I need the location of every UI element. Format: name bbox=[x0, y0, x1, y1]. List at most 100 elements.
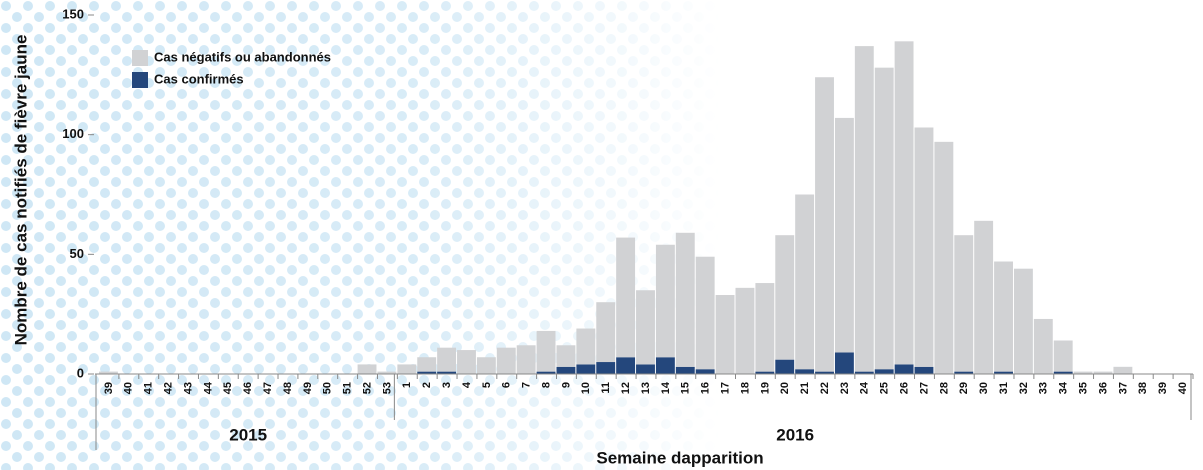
bar-segment bbox=[954, 371, 974, 374]
x-tick-label: 46 bbox=[242, 382, 254, 394]
bar-segment bbox=[417, 371, 437, 374]
bar-segment bbox=[1033, 318, 1053, 374]
bar-segment bbox=[536, 330, 556, 372]
bar-segment bbox=[695, 369, 715, 374]
bar-segment bbox=[954, 235, 974, 372]
bar-segment bbox=[636, 364, 655, 374]
y-tick-label: 150 bbox=[62, 6, 84, 21]
x-tick-label: 50 bbox=[322, 382, 334, 394]
bar-segment bbox=[675, 366, 695, 374]
bar-segment bbox=[854, 371, 874, 374]
bar-segment bbox=[715, 295, 735, 374]
x-tick-label: 15 bbox=[680, 382, 692, 394]
x-tick-label: 40 bbox=[123, 382, 135, 394]
x-tick-label: 14 bbox=[660, 381, 672, 394]
bar-segment bbox=[596, 362, 616, 374]
bar-segment bbox=[1093, 371, 1113, 374]
bar-segment bbox=[894, 364, 914, 374]
bar-segment bbox=[655, 357, 675, 374]
bar-segment bbox=[815, 371, 834, 374]
legend-swatch bbox=[132, 72, 148, 88]
bar-segment bbox=[914, 127, 934, 367]
x-tick-label: 45 bbox=[222, 382, 234, 394]
bar-segment bbox=[417, 357, 437, 372]
x-tick-label: 25 bbox=[879, 382, 891, 394]
x-tick-label: 20 bbox=[779, 382, 791, 394]
x-tick-label: 28 bbox=[938, 382, 950, 394]
x-tick-label: 18 bbox=[739, 382, 751, 394]
bar-segment bbox=[834, 117, 854, 353]
y-tick-label: 100 bbox=[62, 126, 84, 141]
bar-segment bbox=[377, 371, 397, 374]
x-tick-label: 13 bbox=[640, 382, 652, 394]
bar-segment bbox=[616, 357, 636, 374]
x-tick-label: 32 bbox=[1018, 382, 1030, 394]
bar-segment bbox=[775, 359, 795, 374]
legend-label: Cas négatifs ou abandonnés bbox=[154, 49, 331, 64]
group-label: 2016 bbox=[776, 425, 814, 444]
bar-segment bbox=[914, 366, 934, 374]
y-axis-title: Nombre de cas notifiés de fièvre jaune bbox=[11, 35, 30, 346]
bar-segment bbox=[99, 371, 118, 374]
bar-segment bbox=[397, 364, 417, 374]
x-tick-label: 9 bbox=[560, 382, 572, 388]
legend-label: Cas confirmés bbox=[154, 71, 244, 86]
bar-segment bbox=[437, 347, 457, 372]
x-tick-label: 26 bbox=[898, 382, 910, 394]
bar-segment bbox=[457, 350, 476, 374]
x-tick-label: 8 bbox=[540, 382, 552, 388]
bar-segment bbox=[755, 371, 775, 374]
x-tick-label: 24 bbox=[859, 381, 871, 394]
x-tick-label: 27 bbox=[918, 382, 930, 394]
bar-segment bbox=[576, 328, 596, 365]
x-tick-label: 48 bbox=[282, 382, 294, 394]
x-tick-label: 51 bbox=[342, 382, 354, 394]
x-tick-label: 2 bbox=[421, 382, 433, 388]
x-tick-label: 4 bbox=[461, 381, 473, 388]
bar-segment bbox=[994, 261, 1013, 372]
x-tick-label: 5 bbox=[481, 382, 493, 388]
x-tick-label: 34 bbox=[1058, 381, 1070, 394]
bar-segment bbox=[576, 364, 596, 374]
x-tick-label: 31 bbox=[998, 382, 1010, 394]
x-tick-label: 23 bbox=[839, 382, 851, 394]
bar-segment bbox=[854, 46, 874, 372]
x-tick-label: 12 bbox=[620, 382, 632, 394]
x-tick-label: 37 bbox=[1117, 382, 1129, 394]
bar-segment bbox=[1013, 268, 1033, 374]
bar-segment bbox=[476, 357, 496, 374]
bar-segment bbox=[755, 283, 775, 372]
bar-segment bbox=[695, 256, 715, 370]
x-tick-label: 35 bbox=[1078, 382, 1090, 394]
x-tick-label: 7 bbox=[521, 382, 533, 388]
bar-segment bbox=[894, 41, 914, 365]
bar-segment bbox=[815, 77, 834, 372]
bar-segment bbox=[357, 364, 377, 374]
x-tick-label: 33 bbox=[1038, 382, 1050, 394]
y-tick-label: 0 bbox=[77, 365, 84, 380]
x-axis-title: Semaine dapparition bbox=[596, 448, 763, 467]
x-tick-label: 38 bbox=[1137, 382, 1149, 394]
x-tick-label: 11 bbox=[600, 382, 612, 394]
x-tick-label: 39 bbox=[1157, 382, 1169, 394]
x-tick-label: 21 bbox=[799, 382, 811, 394]
x-tick-label: 30 bbox=[978, 382, 990, 394]
group-label: 2015 bbox=[229, 425, 267, 444]
x-tick-label: 52 bbox=[361, 382, 373, 394]
x-tick-label: 29 bbox=[958, 382, 970, 394]
bar-segment bbox=[1053, 371, 1073, 374]
bar-segment bbox=[1053, 340, 1073, 372]
bar-segment bbox=[775, 235, 795, 360]
x-tick-label: 6 bbox=[501, 382, 513, 388]
x-tick-label: 49 bbox=[302, 382, 314, 394]
x-tick-label: 22 bbox=[819, 382, 831, 394]
x-tick-label: 41 bbox=[143, 382, 155, 394]
x-tick-label: 44 bbox=[202, 381, 214, 394]
bar-segment bbox=[795, 369, 815, 374]
bar-segment bbox=[735, 287, 755, 374]
x-tick-label: 1 bbox=[401, 382, 413, 388]
x-tick-label: 42 bbox=[163, 382, 175, 394]
bar-segment bbox=[437, 371, 457, 374]
